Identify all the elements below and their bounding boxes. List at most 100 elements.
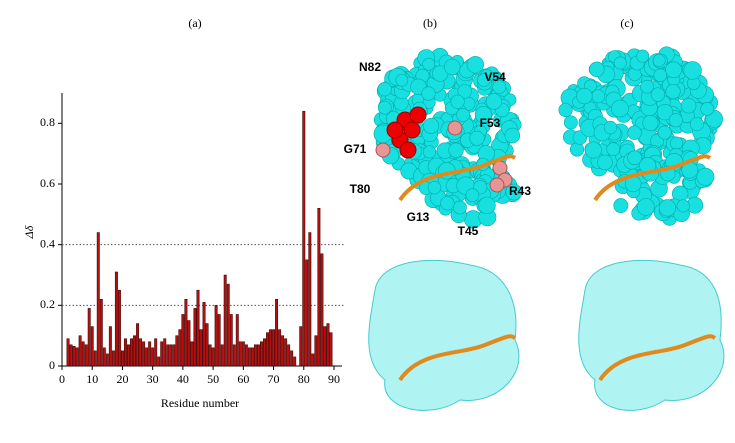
atom — [504, 127, 521, 144]
bar — [148, 341, 152, 367]
atom — [377, 100, 392, 115]
atom — [665, 61, 682, 79]
bar — [253, 344, 257, 367]
atom — [485, 93, 503, 110]
bar — [190, 341, 194, 367]
bar — [311, 353, 315, 367]
atom — [640, 79, 654, 94]
bar — [220, 344, 224, 367]
atom — [563, 115, 578, 130]
atom — [569, 142, 585, 157]
residue-label: G13 — [407, 210, 430, 224]
bar — [117, 289, 121, 367]
atom — [466, 56, 484, 74]
x-tick-label: 60 — [237, 372, 249, 386]
bar — [244, 344, 248, 367]
bar — [193, 308, 197, 367]
atom-highlight — [399, 141, 417, 159]
atom — [696, 167, 715, 186]
residue-label: R43 — [509, 184, 531, 198]
atom — [457, 84, 472, 99]
bar — [157, 356, 161, 367]
bar — [208, 344, 212, 367]
atom — [700, 102, 715, 116]
atom — [427, 180, 442, 195]
atom — [613, 56, 627, 70]
atom — [576, 87, 593, 105]
bar — [263, 338, 266, 367]
bar — [202, 302, 206, 367]
bar — [181, 314, 185, 367]
atom — [589, 61, 605, 78]
bar — [139, 338, 143, 367]
y-tick-label: 0.4 — [40, 236, 55, 250]
bar — [160, 341, 164, 367]
atom — [474, 106, 492, 124]
x-tick-label: 10 — [86, 372, 98, 386]
atom — [657, 125, 672, 140]
bar — [124, 338, 127, 367]
atom — [395, 73, 409, 87]
atom — [422, 57, 436, 71]
bar — [323, 326, 327, 367]
bar — [299, 326, 303, 367]
bar — [90, 326, 94, 367]
bar — [214, 305, 218, 367]
atom-highlight — [489, 177, 505, 193]
bar — [105, 353, 109, 367]
atom — [450, 94, 465, 109]
panel-label: (b) — [423, 16, 437, 30]
atom — [584, 141, 602, 159]
bar — [232, 344, 236, 367]
atom — [423, 117, 440, 134]
bar — [287, 344, 291, 367]
bar — [302, 110, 306, 367]
atom — [422, 145, 437, 159]
y-tick-label: 0.2 — [40, 297, 55, 311]
atom — [668, 113, 683, 128]
bar — [136, 323, 140, 367]
molecule-images: N82 V54 F53 G71 T80 G13 R43 T45 — [344, 46, 725, 411]
bar — [199, 329, 203, 367]
panel-label: (a) — [188, 16, 201, 30]
atom — [627, 150, 643, 166]
bar — [108, 326, 112, 367]
atom — [603, 120, 618, 135]
y-tick-label: 0 — [49, 358, 55, 372]
bar — [266, 332, 269, 367]
bar — [317, 208, 321, 367]
bar — [169, 344, 173, 367]
bar — [114, 271, 118, 367]
bar — [133, 335, 136, 367]
residue-label: G71 — [344, 142, 367, 156]
y-tick-label: 0.8 — [40, 115, 55, 129]
x-tick-label: 0 — [59, 372, 65, 386]
atom — [597, 154, 613, 171]
atom — [680, 97, 697, 114]
bar — [241, 341, 245, 367]
atom — [642, 115, 659, 132]
atom — [611, 99, 629, 118]
bar — [326, 323, 330, 367]
panel-label: (c) — [620, 16, 633, 30]
bar — [142, 341, 146, 367]
bar — [111, 350, 115, 367]
bar — [72, 346, 76, 367]
atom — [689, 117, 704, 132]
bar — [305, 259, 309, 367]
bar — [87, 308, 91, 367]
bar — [178, 329, 182, 367]
atom — [650, 87, 666, 102]
atom — [670, 136, 684, 150]
bar — [329, 332, 333, 367]
bar — [217, 314, 221, 367]
bar — [281, 335, 285, 367]
x-tick-label: 50 — [207, 372, 219, 386]
bar — [205, 323, 209, 367]
bar — [293, 356, 297, 367]
atom — [444, 58, 461, 76]
bar — [145, 347, 149, 367]
bar — [69, 344, 73, 367]
residue-label: T80 — [350, 182, 371, 196]
